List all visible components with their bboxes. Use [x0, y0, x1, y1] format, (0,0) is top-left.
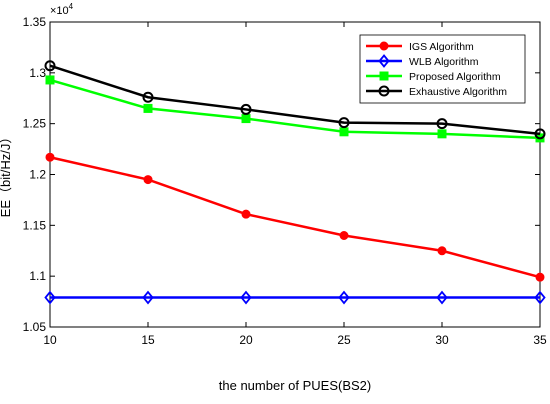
- series-line: [49, 64, 541, 136]
- data-point: [436, 118, 448, 130]
- legend: IGS Algorithm WLB Algorithm Proposed Algor…: [359, 34, 526, 104]
- y-tick-label: 1.15: [23, 218, 47, 232]
- x-tick-label: 15: [141, 333, 155, 347]
- legend-entry: Proposed Algorithm: [366, 71, 501, 83]
- series-line: [49, 78, 541, 140]
- series-exhaustive-algorithm: [44, 60, 546, 140]
- data-point: [535, 272, 545, 282]
- legend-entry: WLB Algorithm: [366, 54, 479, 68]
- y-tick-label: 1.05: [23, 320, 47, 334]
- legend-entry: Exhaustive Algorithm: [366, 85, 507, 98]
- data-point: [240, 290, 252, 305]
- data-point: [534, 290, 546, 305]
- data-point: [142, 290, 154, 305]
- data-point: [241, 114, 251, 124]
- data-point: [378, 54, 390, 68]
- data-point: [142, 91, 154, 103]
- data-point: [143, 175, 153, 185]
- series-line: [49, 156, 541, 279]
- y-axis-label: EE（bit/Hz/J）: [0, 131, 13, 218]
- series-wlb-algorithm: [44, 290, 546, 305]
- data-point: [45, 152, 55, 162]
- data-point: [437, 246, 447, 256]
- data-point: [45, 75, 55, 85]
- series-layer: [44, 60, 546, 305]
- series-igs-algorithm: [45, 152, 545, 282]
- x-tick-label: 35: [533, 333, 547, 347]
- data-point: [378, 85, 390, 97]
- data-point: [534, 128, 546, 140]
- data-point: [436, 290, 448, 305]
- data-point: [437, 129, 447, 139]
- x-tick-label: 30: [435, 333, 449, 347]
- y-tick-label: 1.3: [29, 66, 46, 80]
- legend-entry: IGS Algorithm: [366, 41, 474, 53]
- y-tick-label: 1.2: [29, 168, 46, 182]
- data-point: [338, 290, 350, 305]
- legend-label: Exhaustive Algorithm: [409, 86, 507, 98]
- data-point: [241, 209, 251, 219]
- y-multiplier-label: ×104: [50, 2, 74, 17]
- data-point: [338, 117, 350, 129]
- y-tick-label: 1.25: [23, 117, 47, 131]
- data-point: [240, 103, 252, 115]
- y-tick-label: 1.35: [23, 15, 47, 29]
- x-tick-label: 20: [239, 333, 253, 347]
- data-point: [44, 290, 56, 305]
- x-tick-label: 25: [337, 333, 351, 347]
- axis-ticks: 10 15 20 25 30 35 1.05 1.1 1.15 1.2 1.25 1.3 1.35: [23, 15, 547, 347]
- legend-label: WLB Algorithm: [409, 56, 479, 68]
- data-point: [379, 71, 389, 81]
- data-point: [44, 60, 56, 72]
- data-point: [143, 103, 153, 113]
- legend-label: Proposed Algorithm: [409, 71, 501, 83]
- x-axis-label: the number of PUES(BS2): [219, 378, 371, 393]
- data-point: [379, 41, 389, 51]
- data-point: [339, 127, 349, 137]
- legend-label: IGS Algorithm: [409, 41, 474, 53]
- data-point: [339, 231, 349, 240]
- x-tick-label: 10: [43, 333, 57, 347]
- y-tick-label: 1.1: [29, 269, 46, 283]
